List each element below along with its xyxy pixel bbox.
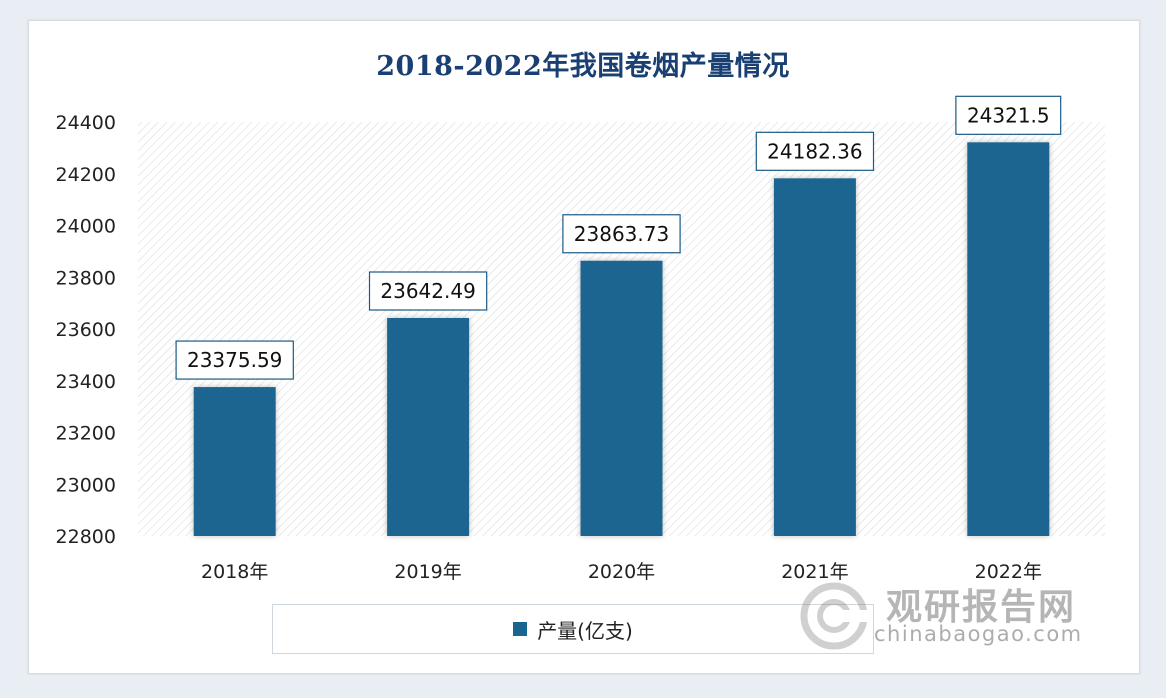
data-label-box <box>175 340 294 380</box>
y-tick-label: 23000 <box>56 474 116 496</box>
y-tick-label: 24200 <box>56 164 116 186</box>
data-label: 23863.73 <box>574 222 669 246</box>
data-label-box <box>755 131 875 171</box>
legend-label: 产量(亿支) <box>537 618 633 643</box>
data-label-box <box>562 214 681 254</box>
bar <box>387 318 470 536</box>
bar <box>773 178 856 537</box>
y-tick-label: 23600 <box>56 319 116 341</box>
bar <box>580 260 663 536</box>
data-label-box <box>955 95 1062 135</box>
data-label: 23642.49 <box>380 279 475 303</box>
bar <box>193 387 276 536</box>
y-tick-label: 23200 <box>56 423 116 445</box>
x-tick-label: 2019年 <box>394 561 461 583</box>
data-label: 24182.36 <box>767 139 862 163</box>
y-tick-label: 22800 <box>56 526 116 548</box>
x-tick-label: 2020年 <box>588 561 655 583</box>
x-tick-label: 2018年 <box>201 561 268 583</box>
data-label: 23375.59 <box>187 348 282 372</box>
data-label: 24321.5 <box>967 103 1050 127</box>
bar <box>967 142 1050 536</box>
y-tick-label: 24400 <box>56 112 116 134</box>
x-tick-label: 2021年 <box>781 561 848 583</box>
y-tick-label: 24000 <box>56 216 116 238</box>
data-label-box <box>368 271 488 311</box>
y-tick-label: 23800 <box>56 267 116 289</box>
legend: 产量(亿支) <box>272 604 874 654</box>
y-tick-label: 23400 <box>56 371 116 393</box>
x-tick-label: 2022年 <box>975 561 1042 583</box>
legend-swatch <box>513 622 528 636</box>
chart-title: 2018-2022年我国卷烟产量情况 <box>376 51 790 82</box>
